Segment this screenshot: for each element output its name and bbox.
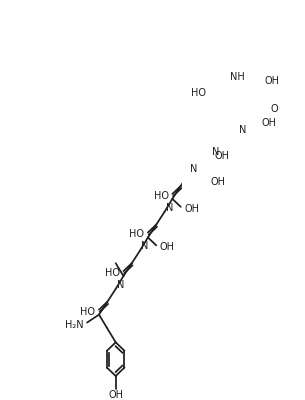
Text: OH: OH — [108, 390, 123, 400]
Text: OH: OH — [262, 118, 277, 128]
Text: OH: OH — [265, 76, 280, 86]
Text: OH: OH — [215, 151, 230, 161]
Text: NH: NH — [230, 72, 244, 82]
Text: HO: HO — [81, 307, 95, 317]
Text: HO: HO — [154, 191, 169, 201]
Text: OH: OH — [160, 242, 175, 252]
Text: N: N — [190, 164, 198, 174]
Text: O: O — [271, 104, 278, 114]
Text: HO: HO — [129, 230, 144, 240]
Text: H₂N: H₂N — [66, 320, 84, 330]
Text: OH: OH — [210, 177, 225, 187]
Text: N: N — [141, 241, 149, 251]
Text: N: N — [166, 203, 173, 213]
Text: N: N — [212, 147, 220, 157]
Text: N: N — [239, 125, 246, 135]
Text: HO: HO — [105, 268, 120, 278]
Text: N: N — [117, 280, 124, 290]
Text: OH: OH — [184, 204, 199, 214]
Text: HO: HO — [191, 88, 206, 98]
